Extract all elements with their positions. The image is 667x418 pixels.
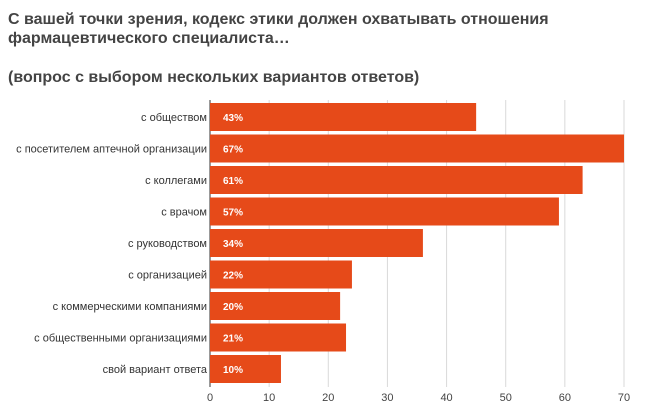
category-label: с коммерческими компаниями [53, 301, 207, 313]
x-tick-label: 50 [500, 392, 512, 404]
bar-value-label: 10% [223, 365, 243, 376]
bar [210, 292, 341, 320]
category-label: с коллегами [145, 175, 207, 187]
bar-value-label: 57% [223, 208, 243, 219]
bar-value-label: 67% [223, 145, 243, 156]
bar [210, 197, 559, 226]
bar-value-label: 61% [223, 176, 243, 187]
bar-value-label: 21% [223, 334, 243, 345]
x-tick-label: 60 [559, 392, 571, 404]
bar [210, 103, 477, 131]
category-label: с руководством [128, 238, 207, 250]
bar-value-label: 34% [223, 239, 243, 250]
bar [210, 323, 347, 352]
chart-title-line-1: С вашей точки зрения, кодекс этики долже… [8, 11, 549, 28]
x-tick-label: 20 [322, 392, 334, 404]
chart-subtitle: (вопрос с выбором нескольких вариантов о… [8, 69, 420, 86]
category-label: с врачом [161, 207, 207, 219]
x-tick-label: 10 [263, 392, 275, 404]
category-label: с организацией [128, 270, 207, 282]
chart-title: С вашей точки зрения, кодекс этики долже… [8, 10, 658, 87]
category-label: с общественными организациями [34, 333, 207, 345]
bar-value-label: 22% [223, 271, 243, 282]
x-tick-label: 70 [618, 392, 630, 404]
bar-value-label: 43% [223, 113, 243, 124]
bar [210, 260, 352, 289]
chart-title-line-2: фармацевтического специалиста… [8, 30, 290, 47]
bar-value-label: 20% [223, 302, 243, 313]
x-tick-label: 30 [381, 392, 393, 404]
bar [210, 166, 583, 194]
x-tick-label: 0 [207, 392, 213, 404]
x-tick-label: 40 [440, 392, 452, 404]
bar [210, 229, 423, 257]
bar [210, 355, 281, 383]
category-label: с посетителем аптечной организации [16, 144, 207, 156]
category-label: с обществом [141, 112, 207, 124]
category-label: свой вариант ответа [103, 364, 208, 376]
bar [210, 134, 624, 163]
